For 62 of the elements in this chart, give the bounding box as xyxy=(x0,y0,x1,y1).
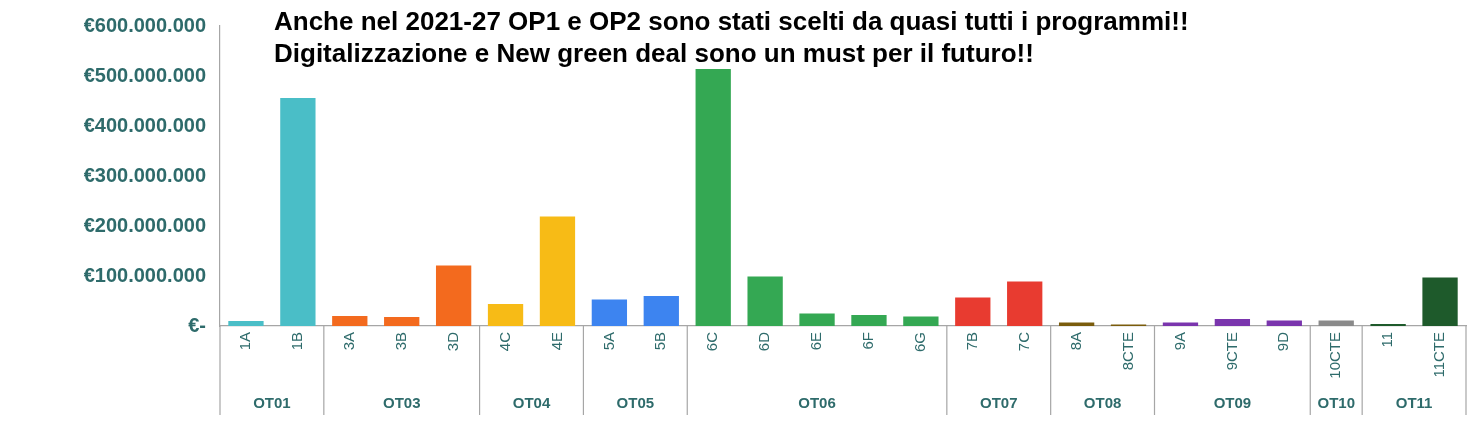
bar xyxy=(1318,320,1354,326)
x-tick-label: 7B xyxy=(962,332,980,351)
x-tick-label: 3A xyxy=(339,332,357,351)
bar xyxy=(332,316,368,326)
y-tick-label: €200.000.000 xyxy=(83,213,206,236)
text: OT11 xyxy=(1395,394,1433,412)
x-tick-label: 6C xyxy=(703,331,721,352)
x-tick-label: 11 xyxy=(1378,332,1396,348)
x-tick-label: 6E xyxy=(807,332,825,351)
text: OT06 xyxy=(798,394,836,412)
bar xyxy=(799,313,835,326)
y-tick-label: €500.000.000 xyxy=(83,63,206,86)
x-tick-label: 1A xyxy=(236,332,254,351)
x-tick-label: 9CTE xyxy=(1222,332,1240,371)
x-tick-label: 3B xyxy=(391,332,409,351)
bar xyxy=(435,265,472,326)
x-tick-label: 8CTE xyxy=(1118,332,1136,371)
bar xyxy=(228,321,264,326)
bar xyxy=(955,297,991,326)
y-tick-label: €300.000.000 xyxy=(83,163,206,186)
x-tick-label: 6F xyxy=(859,332,877,350)
bar xyxy=(747,276,783,326)
x-tick-label: 7C xyxy=(1014,331,1032,352)
y-tick-label: €400.000.000 xyxy=(83,113,206,136)
bar xyxy=(487,304,524,326)
x-tick-label: 9D xyxy=(1274,331,1292,352)
bar xyxy=(384,317,420,326)
text: OT10 xyxy=(1317,394,1355,412)
x-tick-label: 5A xyxy=(599,332,617,351)
x-tick-label: 6G xyxy=(911,332,929,353)
bar xyxy=(1214,319,1251,326)
text: OT03 xyxy=(382,394,421,412)
text: OT09 xyxy=(1213,394,1252,412)
bar xyxy=(851,315,887,326)
x-tick-label: 4E xyxy=(547,332,565,351)
text: OT01 xyxy=(253,394,291,412)
bar xyxy=(1266,320,1302,326)
y-tick-label: €100.000.000 xyxy=(83,263,206,286)
x-tick-label: 10CTE xyxy=(1326,332,1344,379)
x-tick-label: 6D xyxy=(755,331,773,352)
text: OT07 xyxy=(979,394,1018,412)
x-tick-label: 11CTE xyxy=(1430,332,1448,378)
x-tick-label: 3D xyxy=(443,331,461,352)
bar xyxy=(1422,277,1458,326)
x-tick-label: 5B xyxy=(651,332,669,351)
bar xyxy=(643,296,679,326)
text: OT08 xyxy=(1083,394,1122,412)
text: OT04 xyxy=(512,394,551,412)
x-tick-label: 9A xyxy=(1170,332,1188,351)
x-tick-label: 1B xyxy=(288,332,306,351)
x-tick-label: 8A xyxy=(1066,332,1084,351)
bar xyxy=(280,98,316,326)
bar xyxy=(591,299,628,326)
text: OT05 xyxy=(616,394,655,412)
y-tick-label: €- xyxy=(188,313,206,336)
bar xyxy=(539,216,576,326)
y-tick-label: €600.000.000 xyxy=(83,13,206,36)
chart-title: Anche nel 2021-27 OP1 e OP2 sono stati scelti da quasi tutti i programmi!! Digitalizzazione e New green deal sono un must per il futuro!! xyxy=(274,6,1189,68)
x-tick-label: 4C xyxy=(495,331,513,352)
bar xyxy=(1007,281,1043,326)
bar xyxy=(695,69,731,326)
bar xyxy=(903,316,939,326)
